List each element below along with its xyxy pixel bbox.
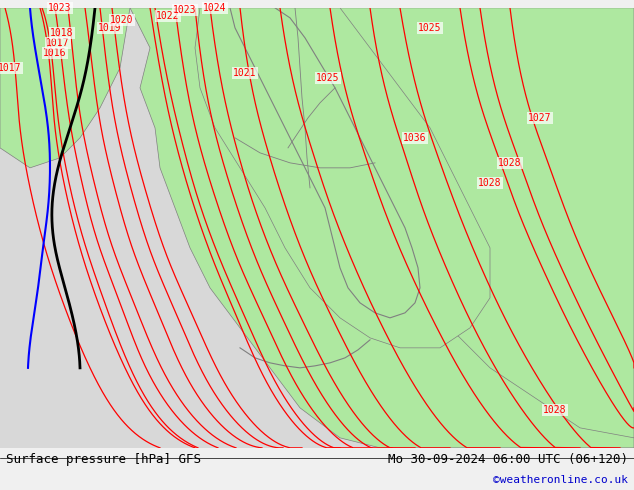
Text: 1021: 1021 xyxy=(233,68,257,78)
Text: 1028: 1028 xyxy=(498,158,522,168)
Text: 1028: 1028 xyxy=(543,405,567,415)
Text: 1016: 1016 xyxy=(43,48,67,58)
Polygon shape xyxy=(260,8,634,438)
Polygon shape xyxy=(130,8,634,448)
Text: 1017: 1017 xyxy=(0,63,22,73)
Polygon shape xyxy=(195,8,490,348)
Text: 1022: 1022 xyxy=(156,11,180,21)
Text: ©weatheronline.co.uk: ©weatheronline.co.uk xyxy=(493,475,628,485)
Text: 1027: 1027 xyxy=(528,113,552,123)
Text: 1024: 1024 xyxy=(204,3,227,13)
Text: 1023: 1023 xyxy=(173,5,197,15)
Text: 1017: 1017 xyxy=(46,38,70,48)
Text: 1025: 1025 xyxy=(418,23,442,33)
Text: 1018: 1018 xyxy=(50,28,74,38)
Text: 1025: 1025 xyxy=(316,73,340,83)
Text: Mo 30-09-2024 06:00 UTC (06+120): Mo 30-09-2024 06:00 UTC (06+120) xyxy=(387,452,628,466)
Polygon shape xyxy=(0,8,130,168)
Text: 1020: 1020 xyxy=(110,15,134,25)
Text: 1023: 1023 xyxy=(48,3,72,13)
Text: 1019: 1019 xyxy=(98,23,122,33)
Text: Surface pressure [hPa] GFS: Surface pressure [hPa] GFS xyxy=(6,452,202,466)
Text: 1036: 1036 xyxy=(403,133,427,143)
Text: 1028: 1028 xyxy=(478,178,501,188)
